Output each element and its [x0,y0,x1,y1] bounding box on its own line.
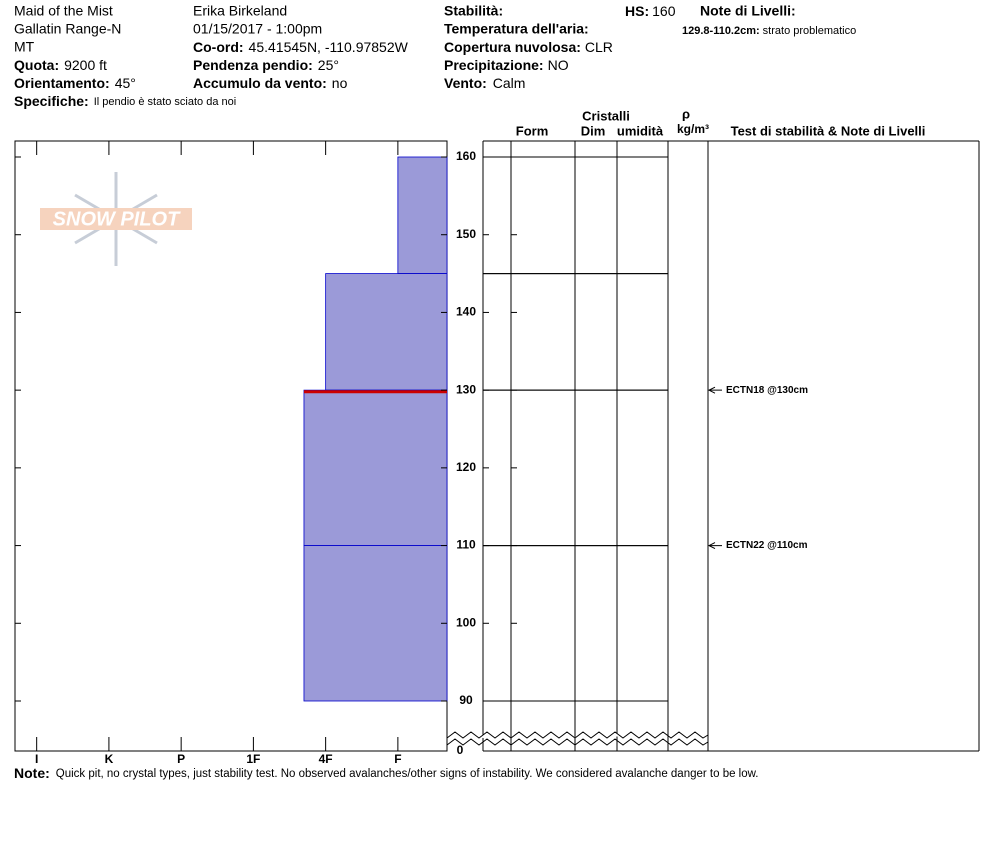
test-label: ECTN18 @130cm [726,385,808,396]
y-tick-label: 120 [456,460,476,474]
datetime: 01/15/2017 - 1:00pm [193,21,322,37]
layer-note: 129.8-110.2cm: strato problematico [682,25,856,37]
label: Copertura nuvolosa: [444,39,581,55]
state: MT [14,39,35,55]
x-tick-label: K [105,752,114,766]
value: Calm [493,75,526,91]
label: HS: [625,3,649,19]
x-tick-label: I [35,752,38,766]
table-headers: Cristalli Form Dim umidità ρ kg/m³ Test … [516,106,926,138]
frames [14,140,980,752]
label: Pendenza pendio: [193,57,313,73]
layer [303,545,448,702]
value: 45° [115,75,136,91]
label: Vento: [444,75,487,91]
y-tick-label: 100 [456,615,476,629]
stability: Stabilità: [444,3,503,19]
value: NO [548,57,569,73]
x-tick-label: F [394,752,401,766]
range: 129.8-110.2cm: [682,25,760,37]
precip: Precipitazione: NO [444,57,569,73]
test-label: ECTN22 @110cm [726,540,808,551]
value: CLR [585,39,613,55]
layer [325,273,448,391]
density: kg/m³ [677,122,709,136]
text: Quick pit, no crystal types, just stabil… [56,768,759,780]
axis-break [446,731,709,739]
logo: SNOW PILOT [40,172,192,266]
value: 160 [652,3,676,19]
coords: Co-ord: 45.41545N, -110.97852W [193,39,409,55]
x-tick-label: 1F [246,752,260,766]
x-tick-label: P [177,752,185,766]
layer [397,156,448,274]
rho: ρ [682,106,690,121]
incline: Pendenza pendio: 25° [193,57,339,73]
label: Note: [14,765,50,781]
y-tick-label: 90 [459,693,473,707]
location: Maid of the Mist [14,3,113,19]
wind: Vento: Calm [444,75,525,91]
range: Gallatin Range-N [14,21,121,37]
value: Il pendio è stato sciato da noi [94,96,236,108]
layer [303,389,448,546]
label: Accumulo da vento: [193,75,327,91]
logo-text: SNOW PILOT [53,208,181,230]
x-tick-label: 4F [319,752,333,766]
y-base-label: 0 [457,743,464,757]
y-tick-label: 160 [456,149,476,163]
y-tick-label: 110 [456,538,476,552]
moisture: umidità [617,123,664,138]
layer-notes-title: Note di Livelli: [700,3,796,19]
form: Form [516,123,549,138]
footer: Note: Quick pit, no crystal types, just s… [14,765,759,781]
label: Specifiche: [14,93,89,109]
label: Orientamento: [14,75,110,91]
logo-band [40,208,192,230]
value: 25° [318,57,339,73]
elevation: Quota: 9200 ft [14,57,107,73]
test-arrow [707,542,722,550]
label: Quota: [14,57,59,73]
y-tick-label: 140 [456,305,476,319]
aspect: Orientamento: 45° [14,75,136,91]
axis-break [446,738,709,746]
size: Dim [581,123,606,138]
label: Precipitazione: [444,57,544,73]
specifics: Specifiche: Il pendio è stato sciato da n… [14,93,236,109]
crystals: Cristalli [582,108,630,123]
label: Co-ord: [193,39,244,55]
text: strato problematico [763,25,857,37]
value: 9200 ft [64,57,107,73]
y-tick-label: 150 [456,227,476,241]
test-arrow [707,386,722,394]
observer: Erika Birkeland [193,3,287,19]
value: 45.41545N, -110.97852W [249,39,409,55]
air-temp: Temperatura dell'aria: [444,21,589,37]
sky: Copertura nuvolosa: CLR [444,39,613,55]
wind-loading: Accumulo da vento: no [193,75,348,91]
hs: HS: 160 [625,3,676,19]
y-tick-label: 130 [456,382,476,396]
value: no [332,75,348,91]
tests-header: Test di stabilità & Note di Livelli [731,123,926,138]
